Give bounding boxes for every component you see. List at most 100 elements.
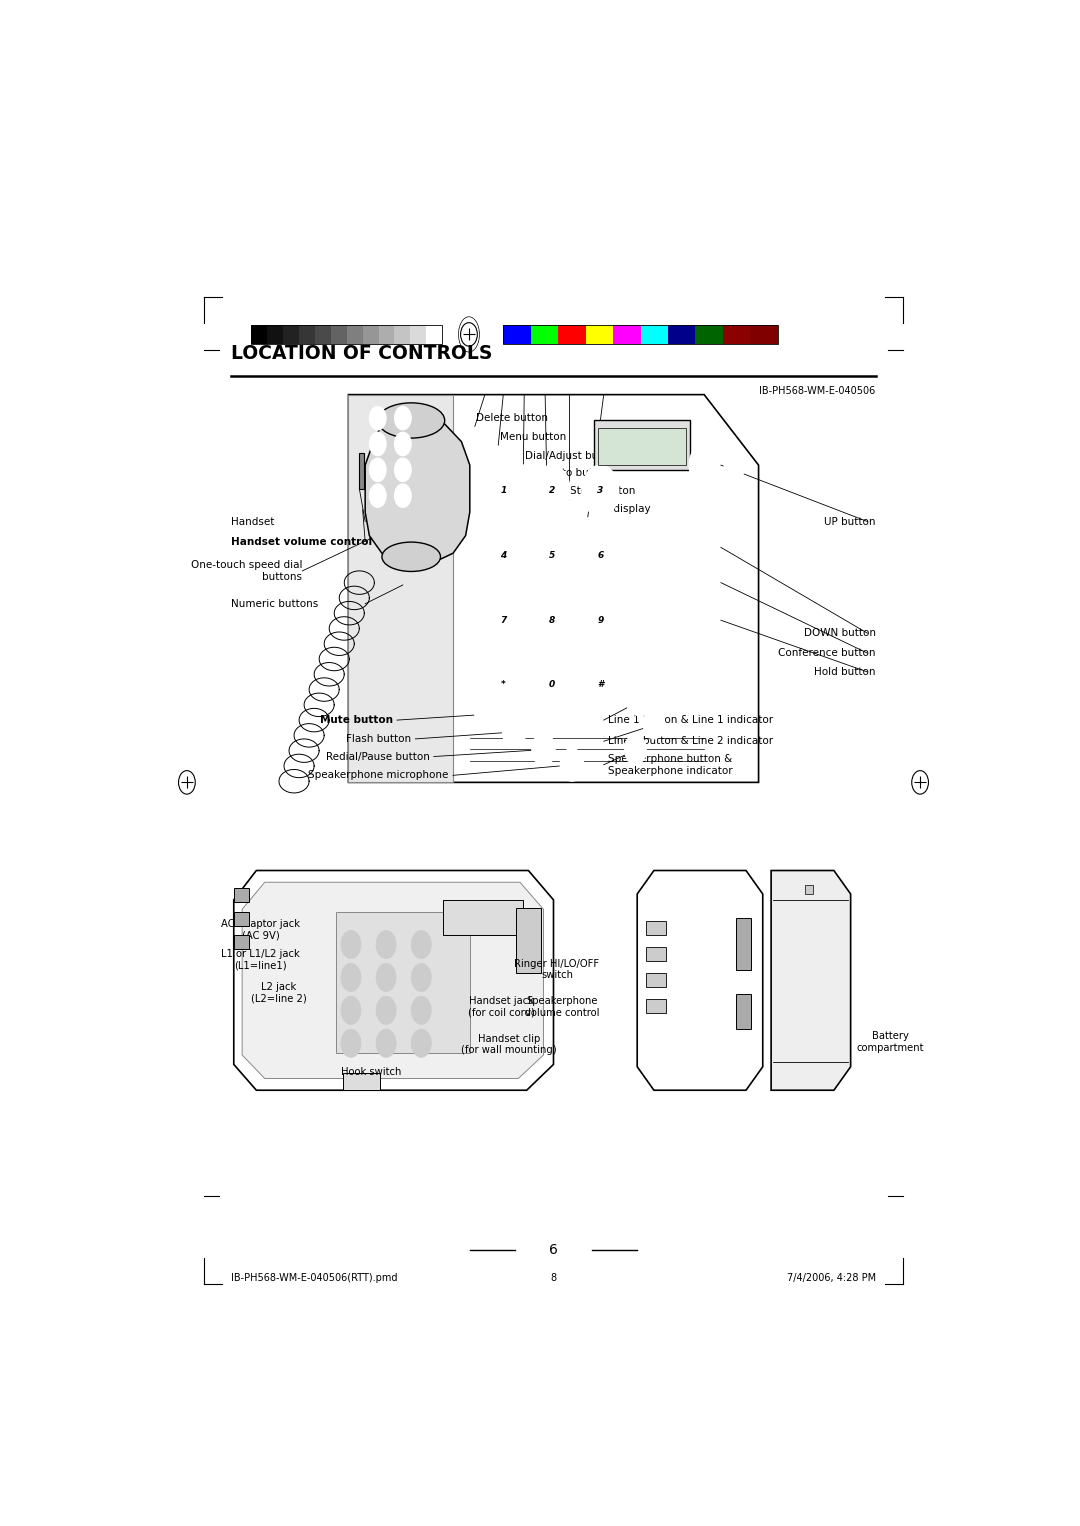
Bar	[503, 325, 530, 343]
Circle shape	[341, 1029, 361, 1058]
Circle shape	[376, 963, 396, 992]
Text: *: *	[501, 681, 505, 690]
Text: IB-PH568-WM-E-040506: IB-PH568-WM-E-040506	[759, 386, 876, 397]
Bar	[558, 325, 585, 343]
Text: IB-PH568-WM-E-040506(RTT).pmd: IB-PH568-WM-E-040506(RTT).pmd	[231, 1273, 397, 1283]
Bar	[646, 972, 666, 987]
Text: 8: 8	[549, 615, 555, 624]
Circle shape	[341, 931, 361, 958]
Circle shape	[502, 716, 526, 748]
Bar	[379, 325, 394, 343]
Text: L1 or L1/L2 jack
(L1=line1): L1 or L1/L2 jack (L1=line1)	[221, 949, 300, 971]
Bar	[735, 993, 751, 1029]
Text: Line 2 button & Line 2 indicator: Line 2 button & Line 2 indicator	[608, 736, 773, 746]
Bar	[751, 325, 778, 343]
Text: L2 jack
(L2=line 2): L2 jack (L2=line 2)	[251, 983, 307, 1004]
Circle shape	[369, 406, 387, 430]
Text: Conference button: Conference button	[779, 649, 876, 658]
Circle shape	[394, 484, 411, 508]
Circle shape	[626, 685, 648, 716]
Text: 8: 8	[551, 1273, 556, 1283]
Bar	[646, 998, 666, 1013]
Text: One-touch speed dial
buttons: One-touch speed dial buttons	[191, 560, 302, 581]
Text: Ringer HI/LO/OFF
switch: Ringer HI/LO/OFF switch	[514, 958, 599, 980]
Bar	[696, 325, 723, 343]
Circle shape	[643, 708, 665, 739]
Text: Hook switch: Hook switch	[341, 1067, 402, 1077]
Bar	[360, 453, 364, 488]
Bar	[646, 922, 666, 935]
Circle shape	[341, 963, 361, 992]
Text: Speakerphone button &
Speakerphone indicator: Speakerphone button & Speakerphone indic…	[608, 754, 732, 775]
Circle shape	[485, 465, 522, 517]
Text: 4: 4	[500, 551, 507, 560]
Circle shape	[582, 594, 619, 645]
Circle shape	[689, 526, 719, 569]
Circle shape	[376, 931, 396, 958]
Circle shape	[341, 996, 361, 1024]
Text: Speakerphone microphone: Speakerphone microphone	[309, 771, 449, 780]
Circle shape	[582, 530, 619, 581]
Text: 6: 6	[549, 1244, 558, 1257]
Text: 5: 5	[549, 551, 555, 560]
Bar	[805, 885, 813, 894]
Circle shape	[689, 444, 719, 487]
Circle shape	[394, 432, 411, 456]
Polygon shape	[771, 870, 851, 1090]
Bar	[347, 325, 363, 343]
Circle shape	[724, 497, 743, 526]
Circle shape	[369, 432, 387, 456]
Text: AC adaptor jack
(AC 9V): AC adaptor jack (AC 9V)	[221, 919, 300, 940]
Bar	[516, 908, 541, 972]
Circle shape	[394, 406, 411, 430]
Circle shape	[411, 931, 431, 958]
Circle shape	[411, 996, 431, 1024]
Text: Hold button: Hold button	[814, 667, 876, 678]
Bar	[336, 911, 470, 1053]
Text: Handset: Handset	[231, 516, 274, 526]
Text: Store button: Store button	[570, 485, 636, 496]
Text: 6: 6	[597, 551, 604, 560]
Text: 0: 0	[549, 681, 555, 690]
Circle shape	[724, 456, 743, 485]
Bar	[723, 325, 751, 343]
Text: Handset clip
(for wall mounting): Handset clip (for wall mounting)	[461, 1033, 557, 1056]
Bar	[283, 325, 299, 343]
Bar	[315, 325, 330, 343]
Text: 7: 7	[500, 615, 507, 624]
Text: Dial/Adjust button: Dial/Adjust button	[525, 450, 620, 461]
Text: 1: 1	[500, 487, 507, 496]
Text: 9: 9	[597, 615, 604, 624]
Circle shape	[582, 659, 619, 711]
Text: Mute button: Mute button	[320, 716, 393, 725]
Text: Battery
compartment: Battery compartment	[856, 1032, 924, 1053]
Bar	[252, 325, 442, 343]
Bar	[598, 427, 686, 465]
Bar	[394, 325, 410, 343]
Circle shape	[485, 659, 522, 711]
Bar	[233, 888, 248, 902]
Bar	[330, 325, 347, 343]
Circle shape	[369, 458, 387, 482]
Bar	[735, 917, 751, 971]
Polygon shape	[233, 870, 554, 1090]
Circle shape	[531, 732, 555, 766]
Bar	[267, 325, 283, 343]
Polygon shape	[349, 395, 758, 783]
Circle shape	[376, 996, 396, 1024]
Text: Redial/Pause button: Redial/Pause button	[326, 751, 430, 761]
Text: 2: 2	[549, 487, 555, 496]
Bar	[233, 935, 248, 949]
Text: DOWN button: DOWN button	[804, 629, 876, 638]
Text: Auto button: Auto button	[549, 468, 610, 478]
Text: Handset volume control: Handset volume control	[231, 537, 373, 546]
Bar	[646, 946, 666, 961]
Bar	[613, 325, 640, 343]
Circle shape	[534, 465, 570, 517]
Bar	[640, 325, 669, 343]
Circle shape	[485, 594, 522, 645]
Bar	[427, 325, 442, 343]
Bar	[233, 911, 248, 926]
Bar	[530, 325, 558, 343]
Circle shape	[394, 458, 411, 482]
